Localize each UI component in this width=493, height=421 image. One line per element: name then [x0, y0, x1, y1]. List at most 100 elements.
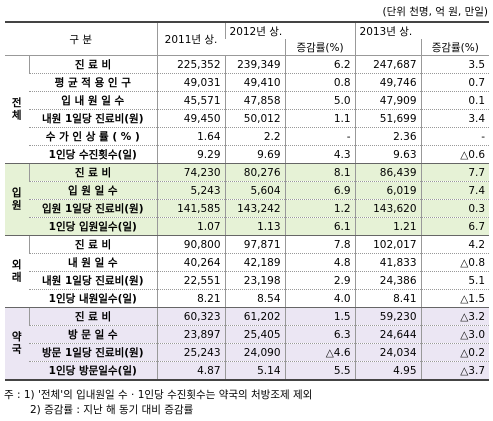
cell-value: 24,386 [354, 271, 422, 290]
cell-value: 9.69 [224, 145, 286, 164]
cell-value: 6.3 [284, 325, 356, 344]
cell-value: 25,243 [156, 343, 226, 362]
cell-value: 51,699 [354, 109, 422, 128]
cell-value: 47,858 [224, 91, 286, 110]
unit: (단위 천명, 억 원, 만일) [382, 6, 489, 18]
cell-value: 90,800 [156, 235, 226, 254]
table-row: 1인당 입원일수(일) 1.07 1.13 6.1 1.21 6.7 [5, 217, 490, 236]
cell-value: 49,031 [156, 73, 226, 92]
cell-value: - [420, 127, 490, 146]
cell-value: 74,230 [156, 163, 226, 182]
cell-value: 2.36 [354, 127, 422, 146]
cell-value: 5,243 [156, 181, 226, 200]
cell-value: 8.21 [156, 289, 226, 308]
cell-value: 60,323 [156, 307, 226, 326]
table-row: 수 가 인 상 률 ( % ) 1.64 2.2-2.36- [5, 127, 490, 146]
table-row: 방 문 일 수 23,897 25,405 6.3 24,644 △3.0 [5, 325, 490, 344]
cell-value: 8.54 [224, 289, 286, 308]
cell-value: 49,450 [156, 109, 226, 128]
cell-value: 24,090 [224, 343, 286, 362]
cell-value: 6.9 [284, 181, 356, 200]
row-label: 방문 1일당 진료비(원) [29, 343, 158, 362]
cell-value: 225,352 [156, 55, 226, 74]
cell-value: 7.4 [420, 181, 490, 200]
table: 구 분 2011년 상. 2012년 상. 2013년 상. 증감률(%) 증감… [5, 21, 490, 381]
cell-value: 22,551 [156, 271, 226, 290]
cell-value: 1.21 [354, 217, 422, 236]
group-label: 외래 [5, 235, 29, 308]
cell-value: 97,871 [224, 235, 286, 254]
row-label: 내 원 일 수 [29, 253, 158, 272]
cell-value: 6.1 [284, 217, 356, 236]
cell-value: 6.2 [284, 55, 356, 74]
header-cell: 2011년 상. [156, 22, 226, 56]
cell-value: 4.3 [284, 145, 356, 164]
cell-value: 4.95 [354, 361, 422, 381]
cell-value: 7.7 [420, 163, 490, 182]
cell-value: 40,264 [156, 253, 226, 272]
table-row: 입원 1일당 진료비(원) 141,585 143,242 1.2 143,620 0.3 [5, 199, 490, 218]
table-row: 내원 1일당 진료비(원) 49,450 50,012 1.1 51,699 3.4 [5, 109, 490, 128]
cell-value: △3.2 [420, 307, 490, 326]
cell-value: 4.8 [284, 253, 356, 272]
cell-value: 50,012 [224, 109, 286, 128]
row-label: 입 내 원 일 수 [29, 91, 158, 110]
table-row: 외래 진 료 비 90,800 97,871 7.8 102,017 4.2 [5, 235, 490, 308]
cell-value: 1.13 [224, 217, 286, 236]
cell-value: 8.1 [284, 163, 356, 182]
row-label: 입 원 일 수 [29, 181, 158, 200]
cell-value: 86,439 [354, 163, 422, 182]
cell-value: 247,687 [354, 55, 422, 74]
table-row: 입원 진 료 비 74,230 80,276 8.1 86,439 7.7 [5, 163, 490, 236]
cell-value: 1.07 [156, 217, 226, 236]
row-label: 평 균 적 용 인 구 [29, 73, 158, 92]
cell-value: 1.1 [284, 109, 356, 128]
cell-value: 1.64 [156, 127, 226, 146]
cell-value: 45,571 [156, 91, 226, 110]
group-label: 입원 [5, 163, 29, 236]
cell-value: 0.8 [284, 73, 356, 92]
row-label: 진 료 비 [28, 307, 158, 326]
cell-value: 6,019 [354, 181, 422, 200]
cell-value: 5,604 [224, 181, 286, 200]
table-row: 내원 1일당 진료비(원) 22,551 23,198 2.9 24,386 5.1 [5, 271, 490, 290]
table-row: 입 내 원 일 수 45,571 47,858 5.0 47,909 0.1 [5, 91, 490, 110]
cell-value: 4.2 [420, 235, 490, 254]
row-label: 내원 1일당 진료비(원) [29, 271, 158, 290]
cell-value: 49,746 [354, 73, 422, 92]
cell-value: 2.9 [284, 271, 356, 290]
cell-value: 9.29 [156, 145, 226, 164]
note: 주 : 1) '전체'의 입내원일 수 · 1인당 수진횟수는 약국의 처방조제… [4, 389, 313, 401]
cell-value: 9.63 [354, 145, 422, 164]
cell-value: 2.2 [224, 127, 286, 146]
cell-value: 42,189 [224, 253, 286, 272]
table-row: 1인당 내원일수(일) 8.21 8.54 4.0 8.41 △1.5 [5, 289, 490, 308]
row-label: 1인당 수진횟수(일) [29, 145, 158, 164]
table-row: 방문 1일당 진료비(원) 25,243 24,090 △4.6 24,034 △0.2 [5, 343, 490, 362]
cell-value: 23,198 [224, 271, 286, 290]
cell-value: 0.1 [420, 91, 490, 110]
cell-value: 4.87 [156, 361, 226, 381]
table-row: 입 원 일 수 5,243 5,604 6.9 6,019 7.4 [5, 181, 490, 200]
cell-value: △0.6 [420, 145, 490, 164]
cell-value: △4.6 [284, 343, 356, 362]
cell-value: 5.1 [420, 271, 490, 290]
group-label: 전체 [5, 55, 29, 164]
table-body: 전체 진 료 비 225,352 239,349 6.2 247,687 3.5 평 균 적 … [5, 55, 490, 381]
cell-value: 0.3 [420, 199, 490, 218]
row-label: 진 료 비 [28, 55, 158, 74]
cell-value: 61,202 [224, 307, 286, 326]
cell-value: 3.5 [420, 55, 490, 74]
cell-value: 24,644 [354, 325, 422, 344]
cell-value: 102,017 [354, 235, 422, 254]
cell-value: △1.5 [420, 289, 490, 308]
header-cell: 2013년 상. [354, 22, 490, 39]
cell-value: 80,276 [224, 163, 286, 182]
cell-value: 6.7 [420, 217, 490, 236]
note: 2) 증감률 : 지난 해 동기 대비 증감률 [30, 404, 194, 416]
row-label: 1인당 입원일수(일) [29, 217, 158, 236]
cell-value: 3.4 [420, 109, 490, 128]
header-blank [354, 39, 422, 56]
cell-value: 1.2 [284, 199, 356, 218]
